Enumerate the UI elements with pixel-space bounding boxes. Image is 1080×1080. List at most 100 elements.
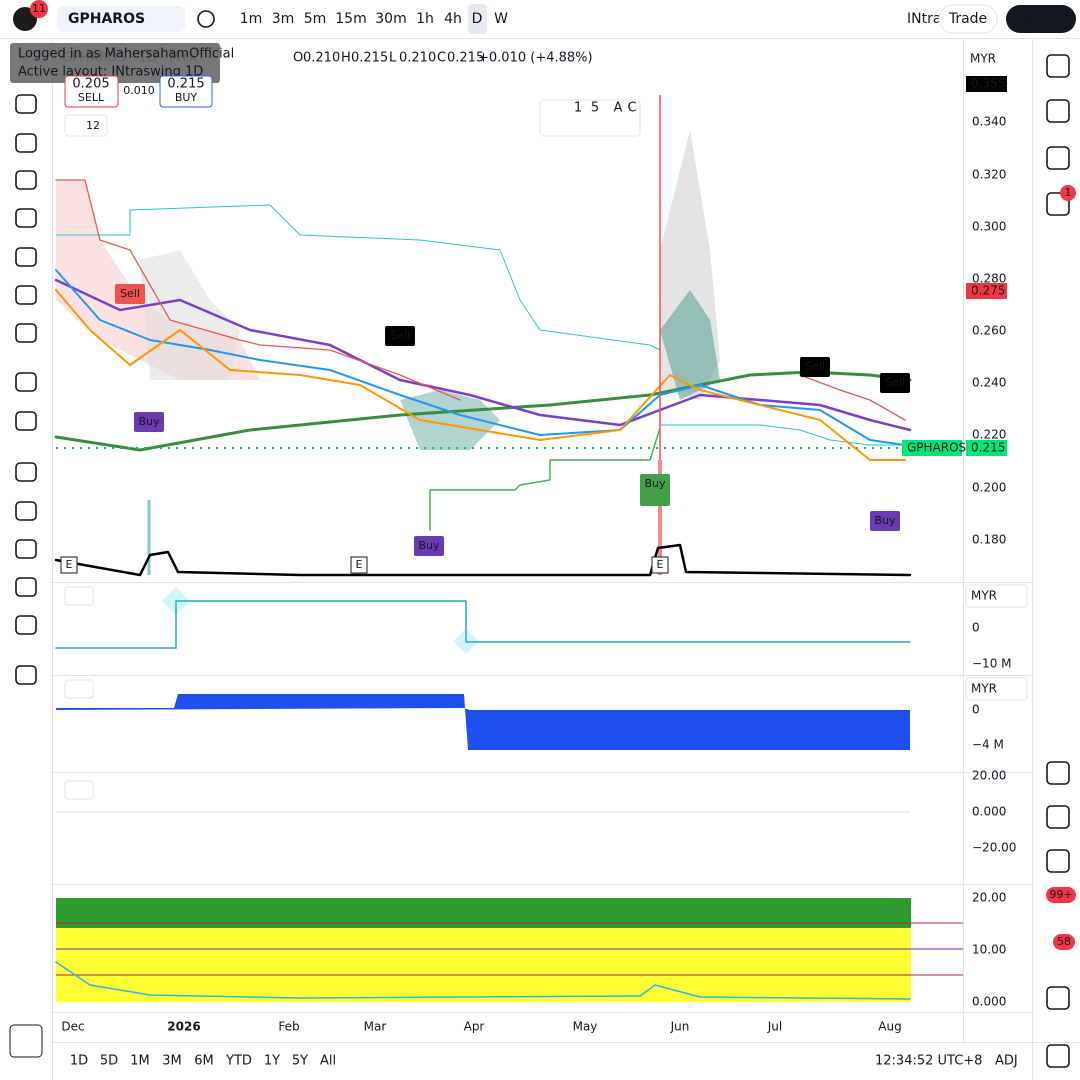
ohlc-label: C bbox=[437, 51, 446, 66]
time-tick: Jun bbox=[670, 1020, 690, 1034]
price-tag-text: 0.355 bbox=[971, 77, 1005, 91]
price-tick: 0.280 bbox=[972, 272, 1006, 286]
sell-signal bbox=[385, 326, 415, 346]
price-tick: 0.240 bbox=[972, 376, 1006, 390]
tool-icon[interactable] bbox=[15, 501, 37, 521]
tool-icon[interactable] bbox=[15, 462, 37, 482]
pane-toggle[interactable] bbox=[64, 679, 94, 699]
price-tag-text: 0.215 bbox=[971, 441, 1005, 455]
range-btn[interactable]: All bbox=[320, 1054, 336, 1069]
interval[interactable]: 1h bbox=[416, 11, 434, 27]
interval[interactable]: 30m bbox=[375, 11, 406, 27]
range-btn[interactable]: 6M bbox=[194, 1054, 214, 1069]
spread: 0.010 bbox=[123, 84, 155, 97]
price-tick: 0.180 bbox=[972, 533, 1006, 547]
time-tick: Mar bbox=[364, 1020, 387, 1034]
tool-icon[interactable] bbox=[15, 323, 37, 343]
pane-toggle[interactable] bbox=[64, 780, 94, 800]
side-icon[interactable] bbox=[1046, 761, 1070, 785]
tool-icon[interactable] bbox=[15, 372, 37, 392]
price-tag bbox=[902, 440, 962, 456]
tool-icon[interactable] bbox=[15, 665, 37, 685]
buy-box[interactable] bbox=[159, 75, 213, 108]
publish-btn[interactable] bbox=[1006, 5, 1076, 33]
logo-badge-text: 11 bbox=[32, 2, 46, 15]
symbol: GPHAROS bbox=[68, 11, 145, 27]
favorites[interactable] bbox=[9, 1024, 43, 1058]
tool-icon[interactable] bbox=[15, 411, 37, 431]
side-badge-text: 58 bbox=[1057, 935, 1071, 948]
side-icon[interactable] bbox=[1046, 146, 1070, 170]
interval[interactable]: 4h bbox=[444, 11, 462, 27]
tool-icon[interactable] bbox=[15, 615, 37, 635]
trade-btn[interactable] bbox=[938, 4, 998, 34]
side-icon[interactable] bbox=[1046, 1044, 1070, 1068]
tool-icon[interactable] bbox=[15, 539, 37, 559]
pane-tick: 20.00 bbox=[972, 769, 1006, 783]
range-btn[interactable]: YTD bbox=[225, 1054, 252, 1069]
pane-tick: 20.00 bbox=[972, 891, 1006, 905]
adj: ADJ bbox=[995, 1054, 1018, 1069]
tool-icon[interactable] bbox=[15, 94, 37, 114]
range-btn[interactable]: 3M bbox=[162, 1054, 182, 1069]
buy-signal bbox=[134, 412, 164, 432]
add-symbol[interactable] bbox=[197, 10, 215, 28]
ohlc-label: H bbox=[341, 51, 351, 66]
interval[interactable]: 15m bbox=[335, 11, 366, 27]
interval[interactable]: 5m bbox=[304, 11, 327, 27]
side-icon[interactable] bbox=[1046, 849, 1070, 873]
range-btn[interactable]: 5Y bbox=[292, 1054, 308, 1069]
interval[interactable]: W bbox=[494, 11, 508, 27]
price-tag-text: 0.275 bbox=[971, 284, 1005, 298]
range-btn[interactable]: 1Y bbox=[264, 1054, 280, 1069]
pane-currency: MYR bbox=[971, 682, 997, 696]
tool-icon[interactable] bbox=[15, 170, 37, 190]
pane-tick: 0 bbox=[972, 621, 980, 635]
pane-tick: 10.00 bbox=[972, 943, 1006, 957]
buy-signal bbox=[414, 536, 444, 556]
buy-price: 0.215 bbox=[167, 77, 204, 92]
time-tick: Aug bbox=[878, 1020, 901, 1034]
ohlc-value: 0.210 bbox=[303, 51, 340, 66]
range-btn[interactable]: 1M bbox=[130, 1054, 150, 1069]
price-tag bbox=[966, 283, 1007, 299]
time-tick: Feb bbox=[278, 1020, 299, 1034]
buy-label: BUY bbox=[175, 91, 198, 104]
price-tag bbox=[966, 76, 1007, 92]
time-tick: Apr bbox=[464, 1020, 485, 1034]
layout-name: INtra bbox=[907, 11, 941, 27]
side-icon[interactable] bbox=[1046, 54, 1070, 78]
tab-label: C bbox=[627, 101, 636, 116]
indicator-count: 12 bbox=[86, 119, 100, 132]
range-btn[interactable]: 1D bbox=[70, 1054, 88, 1069]
tool-icon[interactable] bbox=[15, 208, 37, 228]
pane-toggle[interactable] bbox=[64, 586, 94, 606]
tool-icon[interactable] bbox=[15, 133, 37, 153]
time-tick: May bbox=[573, 1020, 598, 1034]
earnings bbox=[651, 556, 669, 574]
interval[interactable]: 1m bbox=[240, 11, 263, 27]
time-tick: 2026 bbox=[167, 1020, 200, 1034]
side-icon[interactable] bbox=[1046, 986, 1070, 1010]
side-icon[interactable] bbox=[1046, 99, 1070, 123]
indicator-toggle[interactable] bbox=[64, 114, 108, 137]
interval[interactable]: D bbox=[472, 11, 483, 27]
pane-tick: −20.00 bbox=[972, 841, 1016, 855]
side-icon[interactable] bbox=[1046, 192, 1070, 216]
buy-signal-text: Buy bbox=[138, 415, 160, 428]
tab-label: 5 bbox=[591, 101, 599, 116]
symbol-box[interactable] bbox=[57, 6, 185, 32]
trade: Trade bbox=[948, 11, 987, 27]
interval[interactable]: 3m bbox=[272, 11, 295, 27]
side-icon[interactable] bbox=[1046, 805, 1070, 829]
earnings-text: E bbox=[66, 558, 73, 571]
tool-icon[interactable] bbox=[15, 247, 37, 267]
range-btn[interactable]: 5D bbox=[100, 1054, 118, 1069]
tool-icon[interactable] bbox=[15, 285, 37, 305]
tool-icon[interactable] bbox=[15, 577, 37, 597]
sell-box[interactable] bbox=[64, 75, 119, 108]
buy-signal bbox=[870, 511, 900, 531]
time-tick: Dec bbox=[61, 1020, 84, 1034]
buy-signal-text: Buy bbox=[418, 539, 440, 552]
